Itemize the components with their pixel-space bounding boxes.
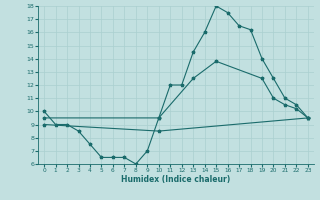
X-axis label: Humidex (Indice chaleur): Humidex (Indice chaleur)	[121, 175, 231, 184]
